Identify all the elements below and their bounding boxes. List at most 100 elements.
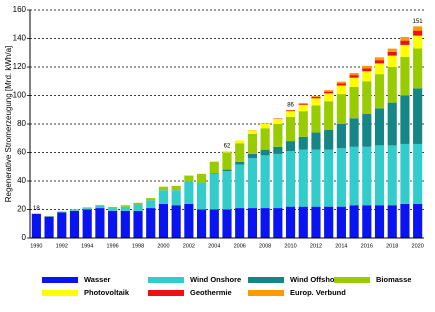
bar-segment	[298, 206, 308, 238]
y-tick-label: 0	[22, 233, 27, 242]
legend-label: Wasser	[84, 275, 110, 284]
x-tick-label: 2008	[259, 243, 271, 249]
x-tick-label: 1998	[132, 243, 144, 249]
bar-segment	[324, 129, 334, 150]
y-tick-label: 60	[17, 148, 26, 157]
bar-segment	[362, 71, 372, 82]
bar-segment	[362, 205, 372, 238]
y-tick-label: 40	[17, 176, 26, 185]
bar-segment	[413, 30, 423, 36]
bar-segment	[298, 104, 308, 112]
legend-swatch	[334, 277, 370, 283]
bar-segment	[235, 164, 245, 209]
bar-segment	[209, 173, 219, 210]
bar-segment	[57, 211, 67, 212]
bar-segment	[311, 206, 321, 238]
x-tick-label: 1990	[30, 243, 42, 249]
bar-segment	[387, 55, 397, 67]
bar-segment	[260, 128, 270, 150]
bar-segment	[95, 208, 105, 238]
bar-segment	[158, 203, 169, 238]
bar-segment	[247, 130, 257, 134]
bar-segment	[209, 173, 219, 174]
x-tick-label: 2016	[361, 243, 373, 249]
legend-label: Wind Offshore	[290, 275, 342, 284]
bar-segment	[285, 111, 296, 117]
bar-segment	[413, 88, 423, 144]
bar-segment	[387, 51, 397, 56]
bar-segment	[209, 209, 219, 238]
bar-segment	[374, 57, 385, 61]
bar-segment	[387, 145, 397, 206]
x-tick-label: 1994	[81, 243, 93, 249]
bar-segment	[95, 204, 105, 206]
bar-segment	[413, 35, 423, 49]
legend-swatch	[248, 277, 284, 283]
x-tick-label: 2018	[386, 243, 398, 249]
bar-segment	[362, 146, 372, 206]
bar-segment	[311, 105, 321, 133]
bar-segment	[413, 203, 423, 238]
bar-segment	[400, 95, 410, 144]
bar-segment	[311, 98, 321, 106]
bar-segment	[247, 208, 257, 238]
legend-label: Wind Onshore	[190, 275, 241, 284]
bar-segment	[349, 146, 359, 206]
bar-segment	[158, 190, 169, 204]
bar-segment	[362, 114, 372, 147]
bar-segment	[146, 200, 156, 209]
bar-segment	[222, 151, 232, 153]
bar-segment	[108, 208, 118, 211]
bar-segment	[374, 145, 385, 206]
y-tick-label: 20	[17, 205, 26, 214]
y-tick-label: 120	[13, 62, 27, 71]
bar-segment	[247, 133, 257, 154]
bar-segment	[311, 95, 321, 97]
bar-segment	[235, 143, 245, 162]
bar-segment	[324, 91, 334, 94]
bar-segment	[273, 124, 283, 147]
bar-segment	[400, 44, 410, 58]
bar-segment	[273, 119, 283, 124]
bar-segment	[324, 93, 334, 102]
x-tick-label: 2010	[284, 243, 296, 249]
legend-label: Photovoltaik	[84, 288, 130, 297]
bar-segment	[171, 205, 181, 238]
legend-label: Biomasse	[376, 275, 411, 284]
bar-segment	[82, 209, 92, 238]
bar-segment	[336, 148, 346, 207]
bar-segment	[298, 149, 308, 207]
y-tick-label: 160	[13, 5, 27, 14]
bar-segment	[387, 205, 397, 238]
bar-segment	[285, 110, 296, 112]
bar-segment	[260, 208, 270, 238]
bar-segment	[387, 102, 397, 146]
bar-segment	[349, 75, 359, 78]
bar-segment	[374, 74, 385, 109]
bar-segment	[82, 207, 92, 209]
x-tick-label: 2014	[335, 243, 347, 249]
bar-segment	[298, 136, 308, 150]
bar-segment	[120, 206, 130, 211]
bar-segment	[95, 205, 105, 209]
legend-swatch	[148, 290, 184, 296]
bar-segment	[298, 103, 308, 104]
bar-segment	[260, 124, 270, 129]
bar-segment	[82, 208, 92, 210]
bar-segment	[285, 151, 296, 207]
legend-label: Geothermie	[190, 288, 232, 297]
bar-segment	[336, 85, 346, 95]
x-tick-label: 2012	[310, 243, 322, 249]
legend-swatch	[42, 290, 78, 296]
bar-segment	[133, 204, 143, 211]
bar-segment	[69, 210, 80, 238]
legend-swatch	[42, 277, 78, 283]
bar-segment	[349, 86, 359, 119]
bar-segment	[285, 206, 296, 238]
bar-segment	[400, 143, 410, 204]
bar-segment	[222, 152, 232, 170]
y-tick-label: 100	[13, 91, 27, 100]
bar-segment	[311, 96, 321, 99]
bar-segment	[158, 186, 169, 191]
bar-segment	[374, 108, 385, 146]
